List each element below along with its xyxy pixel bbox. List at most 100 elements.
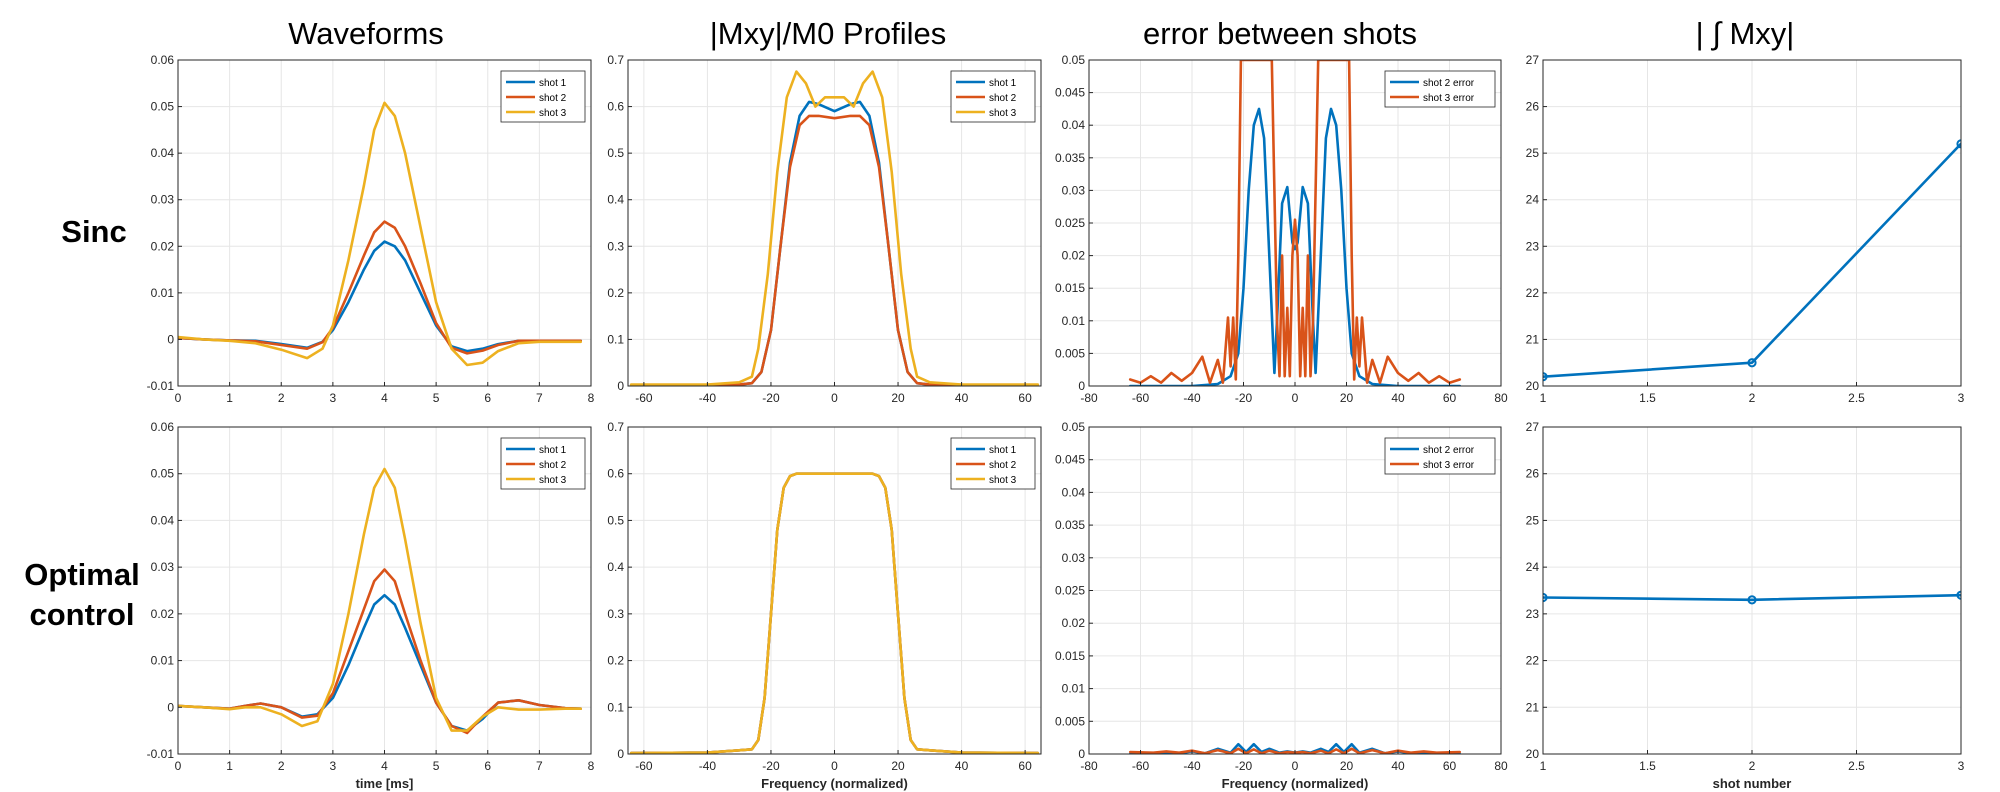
x-axis-label: Frequency (normalized) xyxy=(761,776,908,791)
y-tick-label: 0.3 xyxy=(607,607,624,621)
y-tick-label: 25 xyxy=(1526,146,1540,160)
x-tick-label: 60 xyxy=(1443,391,1457,405)
y-tick-label: 0 xyxy=(1078,747,1085,761)
y-tick-label: 26 xyxy=(1526,467,1540,481)
legend-label-3: shot 3 xyxy=(989,475,1017,486)
x-tick-label: 7 xyxy=(536,391,543,405)
x-tick-label: 80 xyxy=(1494,391,1508,405)
y-tick-label: 24 xyxy=(1526,193,1540,207)
series-group xyxy=(629,472,1040,754)
x-tick-label: 20 xyxy=(891,391,905,405)
x-tick-label: -40 xyxy=(1183,759,1201,773)
y-tick-label: 0.005 xyxy=(1055,346,1085,360)
chart-oc-profiles: -60 -40 -20 0 20 40 60 0 0.1 0.2 0.3 0.4 0.5 0.6 0.7 Fr… xyxy=(607,420,1042,791)
series-line-1 xyxy=(1543,142,1961,379)
y-tick-label: 0.02 xyxy=(151,607,175,621)
x-tick-label: -60 xyxy=(635,759,653,773)
x-tick-label: 2.5 xyxy=(1848,391,1865,405)
x-tick-label: -20 xyxy=(762,391,780,405)
x-tick-label: 5 xyxy=(433,391,440,405)
y-tick-label: 0.045 xyxy=(1055,453,1085,467)
y-tick-label: 0.06 xyxy=(151,420,175,434)
y-tick-label: 0.05 xyxy=(1062,53,1086,67)
x-tick-label: 3 xyxy=(1958,391,1965,405)
chart-oc-error: -80 -60 -40 -20 0 20 40 60 80 0 0.005 0.01 0.015 0.02… xyxy=(1055,420,1508,791)
y-tick-label: 23 xyxy=(1526,607,1540,621)
y-tick-label: 0.04 xyxy=(151,513,175,527)
series-line-3 xyxy=(178,467,583,732)
series-group xyxy=(1128,60,1462,386)
x-tick-label: 40 xyxy=(1391,391,1405,405)
series-line-3 xyxy=(178,101,583,367)
x-tick-label: 20 xyxy=(891,759,905,773)
x-tick-label: 80 xyxy=(1494,759,1508,773)
y-tick-label: 0.03 xyxy=(1062,183,1086,197)
column-title-waveforms: Waveforms xyxy=(288,16,444,51)
x-tick-label: 20 xyxy=(1340,391,1354,405)
y-tick-label: 21 xyxy=(1526,700,1540,714)
legend-label-3: shot 3 xyxy=(539,108,567,119)
x-axis-label: time [ms] xyxy=(356,776,414,791)
y-tick-label: 0.01 xyxy=(151,654,175,668)
legend-label-1: shot 1 xyxy=(539,78,567,89)
x-tick-label: 8 xyxy=(588,391,595,405)
legend: shot 1 shot 2 shot 3 xyxy=(500,437,586,490)
y-tick-label: 25 xyxy=(1526,513,1540,527)
x-tick-label: 2 xyxy=(1749,391,1756,405)
chart-sinc-waveforms: 0 1 2 3 4 5 6 7 8-0.0100.010.020.030.040.050.06s… xyxy=(147,53,595,405)
x-tick-label: 2 xyxy=(1749,759,1756,773)
x-tick-label: 20 xyxy=(1340,759,1354,773)
legend-label-1: shot 1 xyxy=(989,78,1017,89)
y-tick-label: 0.02 xyxy=(151,239,175,253)
y-tick-label: 0.7 xyxy=(607,53,624,67)
data-point xyxy=(1747,358,1757,368)
column-title-profiles: |Mxy|/M0 Profiles xyxy=(710,16,947,51)
legend-label-3: shot 3 xyxy=(989,108,1017,119)
y-tick-label: 0 xyxy=(617,747,624,761)
y-tick-label: 0.02 xyxy=(1062,616,1086,630)
y-tick-label: -0.01 xyxy=(147,379,175,393)
y-tick-label: 0.6 xyxy=(607,100,624,114)
legend: shot 2 error shot 3 error xyxy=(1384,437,1496,475)
x-tick-label: 0 xyxy=(175,391,182,405)
series-line-2 xyxy=(1128,60,1462,385)
x-tick-label: 3 xyxy=(330,759,337,773)
x-tick-label: -80 xyxy=(1080,391,1098,405)
x-tick-label: -60 xyxy=(1132,759,1150,773)
x-tick-label: 40 xyxy=(1391,759,1405,773)
x-tick-label: -60 xyxy=(635,391,653,405)
y-tick-label: 0.7 xyxy=(607,420,624,434)
x-tick-label: 2 xyxy=(278,759,285,773)
y-tick-label: 20 xyxy=(1526,379,1540,393)
x-tick-label: 0 xyxy=(831,759,838,773)
x-tick-label: 60 xyxy=(1443,759,1457,773)
legend-label-1: shot 1 xyxy=(539,445,567,456)
x-tick-label: 6 xyxy=(484,759,491,773)
y-tick-label: 0.06 xyxy=(151,53,175,67)
y-tick-label: 0.4 xyxy=(607,560,624,574)
data-point xyxy=(1747,595,1757,605)
y-tick-label: 0 xyxy=(167,332,174,346)
chart-sinc-error: -80 -60 -40 -20 0 20 40 60 80 0 0.005 0.01 0.015 0.02… xyxy=(1055,53,1508,405)
x-axis-label: shot number xyxy=(1713,776,1792,791)
y-tick-label: 0.5 xyxy=(607,513,624,527)
row-label-control: control xyxy=(29,597,134,632)
y-tick-label: 0.035 xyxy=(1055,518,1085,532)
y-tick-label: 0.6 xyxy=(607,467,624,481)
series-line-1 xyxy=(1128,107,1462,386)
y-tick-label: 27 xyxy=(1526,53,1540,67)
x-tick-label: 1 xyxy=(226,759,233,773)
row-label-sinc: Sinc xyxy=(61,214,126,249)
x-tick-label: 1 xyxy=(226,391,233,405)
y-tick-label: 0.01 xyxy=(151,286,175,300)
legend: shot 1 shot 2 shot 3 xyxy=(950,70,1036,123)
series-line-2 xyxy=(629,114,1040,386)
legend-label-2: shot 3 error xyxy=(1423,93,1475,104)
x-tick-label: -40 xyxy=(699,391,717,405)
x-tick-label: 60 xyxy=(1018,759,1032,773)
y-tick-label: 0.4 xyxy=(607,193,624,207)
y-tick-label: 0.2 xyxy=(607,654,624,668)
y-tick-label: 0 xyxy=(167,700,174,714)
legend-label-1: shot 1 xyxy=(989,445,1017,456)
